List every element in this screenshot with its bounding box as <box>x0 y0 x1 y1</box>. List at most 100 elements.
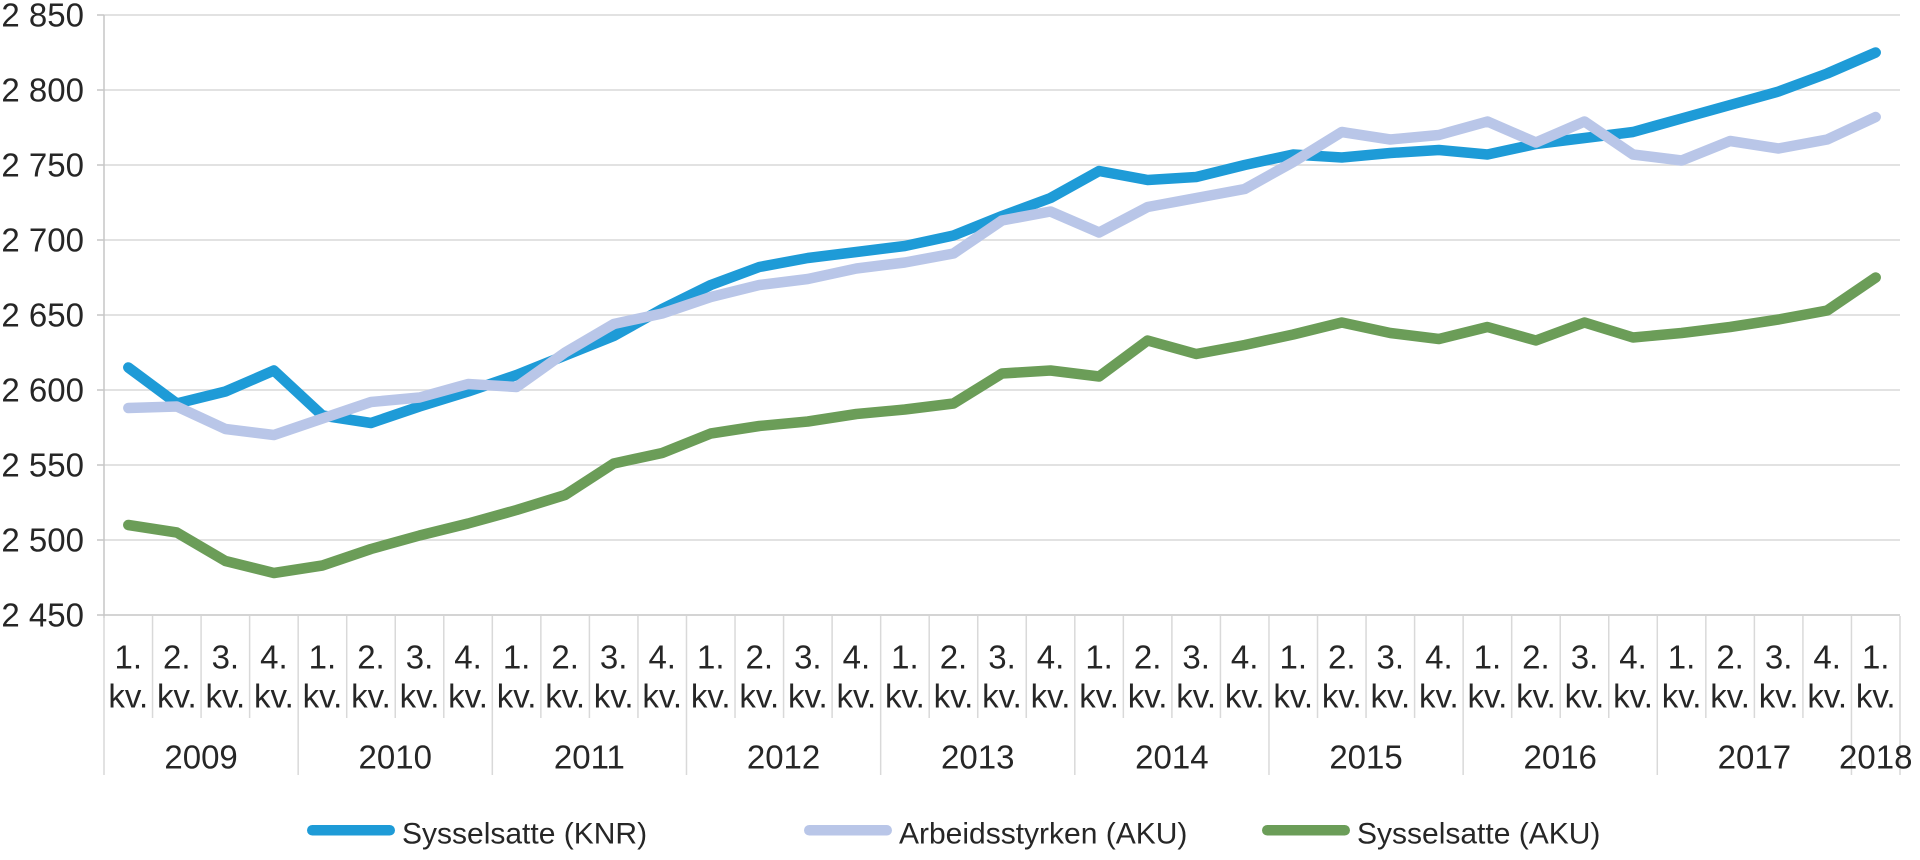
quarter-number-label: 2. <box>1522 639 1550 676</box>
quarter-kv-label: kv. <box>545 678 585 715</box>
year-label: 2010 <box>359 739 432 776</box>
quarter-kv-label: kv. <box>1468 678 1508 715</box>
quarter-kv-label: kv. <box>1759 678 1799 715</box>
quarter-kv-label: kv. <box>934 678 974 715</box>
quarter-kv-label: kv. <box>157 678 197 715</box>
legend-item: Arbeidsstyrken (AKU) <box>804 818 1187 851</box>
y-axis-labels-group: 2 450 2 500 2 550 2 600 2 650 2 700 2 750 2 800… <box>1 0 84 634</box>
quarter-kv-label: kv. <box>1273 678 1313 715</box>
y-axis-label: 2 800 <box>1 72 84 109</box>
legend-item: Sysselsatte (AKU) <box>1262 818 1600 851</box>
quarter-number-label: 3. <box>794 639 822 676</box>
quarter-number-label: 4. <box>648 639 676 676</box>
quarter-kv-label: kv. <box>1322 678 1362 715</box>
quarter-kv-label: kv. <box>982 678 1022 715</box>
year-label: 2014 <box>1135 739 1208 776</box>
quarter-kv-label: kv. <box>837 678 877 715</box>
year-label: 2018 <box>1839 739 1912 776</box>
year-label: 2015 <box>1329 739 1402 776</box>
quarter-label: 4.kv. <box>837 639 877 715</box>
quarter-label: 3.kv. <box>1759 639 1799 715</box>
quarter-label: 1.kv. <box>691 639 731 715</box>
quarter-number-label: 4. <box>1425 639 1453 676</box>
quarter-label: 2.kv. <box>1322 639 1362 715</box>
quarter-kv-label: kv. <box>1710 678 1750 715</box>
quarter-number-label: 2. <box>163 639 191 676</box>
quarter-kv-label: kv. <box>448 678 488 715</box>
quarter-label: 4.kv. <box>642 639 682 715</box>
quarter-label: 3.kv. <box>1176 639 1216 715</box>
quarter-label: 1.kv. <box>497 639 537 715</box>
quarter-number-label: 2. <box>940 639 968 676</box>
quarter-label: 4.kv. <box>1807 639 1847 715</box>
quarter-number-label: 3. <box>600 639 628 676</box>
quarter-kv-label: kv. <box>1176 678 1216 715</box>
quarter-number-label: 3. <box>406 639 434 676</box>
quarter-label: 3.kv. <box>1370 639 1410 715</box>
legend-label: Arbeidsstyrken (AKU) <box>899 818 1187 851</box>
quarter-kv-label: kv. <box>1807 678 1847 715</box>
quarter-kv-label: kv. <box>1419 678 1459 715</box>
quarter-label: 1.kv. <box>1856 639 1896 715</box>
y-axis-label: 2 650 <box>1 297 84 334</box>
series-line-sysselsatte-aku <box>123 272 1881 579</box>
year-label: 2012 <box>747 739 820 776</box>
quarter-kv-label: kv. <box>1031 678 1071 715</box>
legend-label: Sysselsatte (KNR) <box>402 818 647 851</box>
year-label: 2009 <box>164 739 237 776</box>
quarter-label: 1.kv. <box>1079 639 1119 715</box>
year-label: 2016 <box>1524 739 1597 776</box>
quarter-number-label: 4. <box>843 639 871 676</box>
quarter-label: 1.kv. <box>1468 639 1508 715</box>
quarter-label: 4.kv. <box>254 639 294 715</box>
quarter-label: 2.kv. <box>157 639 197 715</box>
year-axis-group: 2009 2010 2011 2012 2013 2014 2015 2016 2017 2018 <box>103 718 1912 776</box>
quarter-number-label: 2. <box>1716 639 1744 676</box>
quarter-kv-label: kv. <box>885 678 925 715</box>
quarter-label: 4.kv. <box>1419 639 1459 715</box>
quarter-number-label: 3. <box>1765 639 1793 676</box>
quarter-label: 2.kv. <box>739 639 779 715</box>
quarter-kv-label: kv. <box>303 678 343 715</box>
quarter-number-label: 1. <box>891 639 919 676</box>
quarter-label: 2.kv. <box>1128 639 1168 715</box>
quarter-kv-label: kv. <box>1370 678 1410 715</box>
quarter-number-label: 4. <box>1231 639 1259 676</box>
quarter-kv-label: kv. <box>108 678 148 715</box>
year-label: 2017 <box>1718 739 1791 776</box>
y-axis-label: 2 550 <box>1 447 84 484</box>
y-axis-label: 2 600 <box>1 372 84 409</box>
quarter-kv-label: kv. <box>1856 678 1896 715</box>
quarter-number-label: 4. <box>260 639 288 676</box>
quarter-kv-label: kv. <box>497 678 537 715</box>
quarter-kv-label: kv. <box>351 678 391 715</box>
quarter-number-label: 1. <box>1862 639 1890 676</box>
quarter-kv-label: kv. <box>642 678 682 715</box>
quarter-number-label: 4. <box>1813 639 1841 676</box>
y-axis-label: 2 700 <box>1 222 84 259</box>
quarter-number-label: 1. <box>1474 639 1502 676</box>
quarter-number-label: 1. <box>503 639 531 676</box>
quarter-label: 1.kv. <box>1273 639 1313 715</box>
quarter-label: 2.kv. <box>934 639 974 715</box>
series-line-arbeidsstyrken-aku <box>123 111 1881 441</box>
quarter-number-label: 2. <box>746 639 774 676</box>
quarter-label: 4.kv. <box>448 639 488 715</box>
quarter-label: 3.kv. <box>594 639 634 715</box>
quarter-label: 4.kv. <box>1225 639 1265 715</box>
quarter-label: 3.kv. <box>400 639 440 715</box>
quarter-number-label: 3. <box>988 639 1016 676</box>
quarter-number-label: 1. <box>309 639 337 676</box>
legend-swatch <box>307 825 395 836</box>
quarter-label: 3.kv. <box>205 639 245 715</box>
quarter-label: 4.kv. <box>1613 639 1653 715</box>
quarter-kv-label: kv. <box>739 678 779 715</box>
gridlines-group <box>97 14 1900 618</box>
quarter-label: 1.kv. <box>303 639 343 715</box>
year-label: 2013 <box>941 739 1014 776</box>
quarter-number-label: 3. <box>1377 639 1405 676</box>
quarter-label: 2.kv. <box>1516 639 1556 715</box>
quarter-number-label: 1. <box>697 639 725 676</box>
quarter-label: 3.kv. <box>982 639 1022 715</box>
legend-label: Sysselsatte (AKU) <box>1357 818 1600 851</box>
